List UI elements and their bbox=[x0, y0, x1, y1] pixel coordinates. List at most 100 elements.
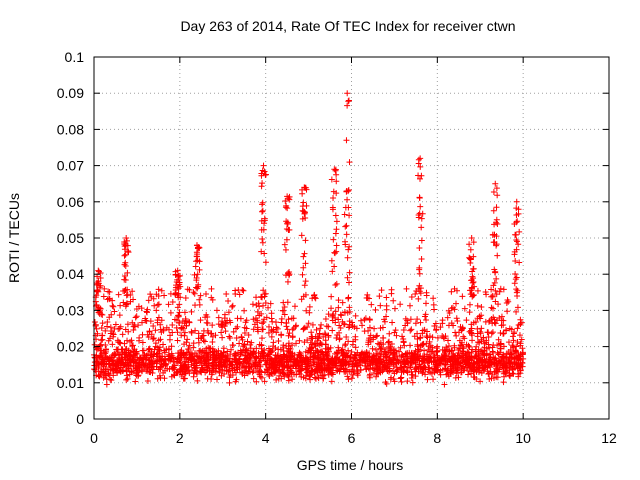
data-point bbox=[142, 360, 149, 367]
data-point bbox=[218, 321, 225, 328]
data-point bbox=[519, 363, 526, 370]
data-point bbox=[258, 310, 265, 317]
data-point bbox=[99, 320, 106, 327]
data-point bbox=[440, 356, 447, 363]
data-point bbox=[483, 291, 490, 298]
data-point bbox=[177, 359, 184, 366]
data-point bbox=[188, 354, 195, 361]
data-point bbox=[478, 370, 485, 377]
data-point bbox=[186, 319, 193, 326]
data-point bbox=[344, 196, 351, 203]
data-point bbox=[340, 320, 347, 327]
data-point bbox=[315, 374, 322, 381]
data-point bbox=[192, 327, 199, 334]
data-point bbox=[124, 375, 131, 382]
data-point bbox=[456, 337, 463, 344]
data-point bbox=[172, 272, 179, 279]
data-point bbox=[330, 195, 337, 202]
data-point bbox=[330, 188, 337, 195]
data-point bbox=[465, 371, 472, 378]
data-point bbox=[430, 359, 437, 366]
data-point bbox=[479, 356, 486, 363]
data-point bbox=[102, 353, 109, 360]
data-point bbox=[191, 364, 198, 371]
data-point bbox=[493, 185, 500, 192]
data-point bbox=[259, 208, 266, 215]
data-point bbox=[486, 317, 493, 324]
data-point bbox=[183, 339, 190, 346]
data-point bbox=[194, 242, 200, 249]
data-point bbox=[147, 291, 154, 298]
data-point bbox=[489, 293, 496, 300]
data-point bbox=[147, 318, 154, 325]
data-point bbox=[225, 297, 232, 304]
data-point bbox=[470, 374, 477, 381]
data-point bbox=[477, 330, 484, 337]
data-point bbox=[111, 325, 118, 332]
data-point bbox=[386, 330, 393, 337]
data-point bbox=[239, 287, 246, 294]
data-point bbox=[202, 369, 209, 376]
data-point bbox=[298, 232, 305, 239]
data-point bbox=[290, 315, 297, 322]
data-point bbox=[261, 378, 268, 385]
data-point bbox=[193, 352, 200, 359]
data-point bbox=[221, 364, 228, 371]
data-point bbox=[419, 341, 426, 348]
data-point bbox=[301, 250, 308, 257]
data-point bbox=[110, 303, 117, 310]
data-point bbox=[145, 346, 152, 353]
data-point bbox=[416, 266, 423, 273]
data-point bbox=[239, 370, 246, 377]
data-point bbox=[136, 334, 143, 341]
data-point bbox=[96, 310, 103, 317]
data-point bbox=[423, 316, 430, 323]
data-point bbox=[495, 336, 502, 343]
data-point bbox=[511, 354, 518, 361]
data-point bbox=[163, 346, 170, 353]
data-point bbox=[468, 235, 475, 241]
data-point bbox=[93, 287, 100, 294]
y-axis-label: ROTI / TECUs bbox=[6, 193, 22, 283]
data-point bbox=[507, 351, 514, 358]
data-point bbox=[434, 334, 441, 341]
data-point bbox=[318, 372, 325, 379]
data-point bbox=[349, 366, 356, 373]
data-point bbox=[341, 368, 348, 375]
data-point bbox=[166, 355, 173, 362]
data-point bbox=[490, 282, 497, 289]
data-point bbox=[300, 199, 307, 206]
data-point bbox=[493, 291, 500, 298]
data-point bbox=[197, 355, 204, 362]
data-point bbox=[156, 372, 163, 379]
data-point bbox=[329, 204, 336, 211]
data-point bbox=[248, 363, 255, 370]
data-point bbox=[149, 336, 156, 343]
data-point bbox=[284, 364, 291, 371]
data-point bbox=[153, 291, 160, 298]
data-point bbox=[262, 300, 269, 307]
data-point bbox=[253, 345, 260, 352]
y-tick-label: 0.09 bbox=[57, 85, 84, 101]
data-point bbox=[111, 308, 118, 315]
data-point bbox=[142, 315, 149, 322]
data-point bbox=[106, 314, 113, 321]
data-point bbox=[293, 357, 300, 364]
data-point bbox=[212, 368, 219, 375]
data-point bbox=[516, 228, 523, 235]
data-point bbox=[309, 295, 316, 302]
data-point bbox=[418, 237, 425, 244]
data-point bbox=[189, 367, 196, 374]
data-point bbox=[183, 322, 190, 329]
data-point bbox=[505, 339, 512, 346]
data-point bbox=[280, 307, 287, 314]
data-point bbox=[476, 364, 483, 371]
data-point bbox=[490, 239, 497, 246]
data-point bbox=[286, 268, 293, 275]
data-point bbox=[233, 334, 240, 341]
data-point bbox=[335, 297, 342, 304]
data-point bbox=[125, 328, 132, 335]
data-point bbox=[332, 360, 339, 367]
data-point bbox=[470, 368, 477, 375]
